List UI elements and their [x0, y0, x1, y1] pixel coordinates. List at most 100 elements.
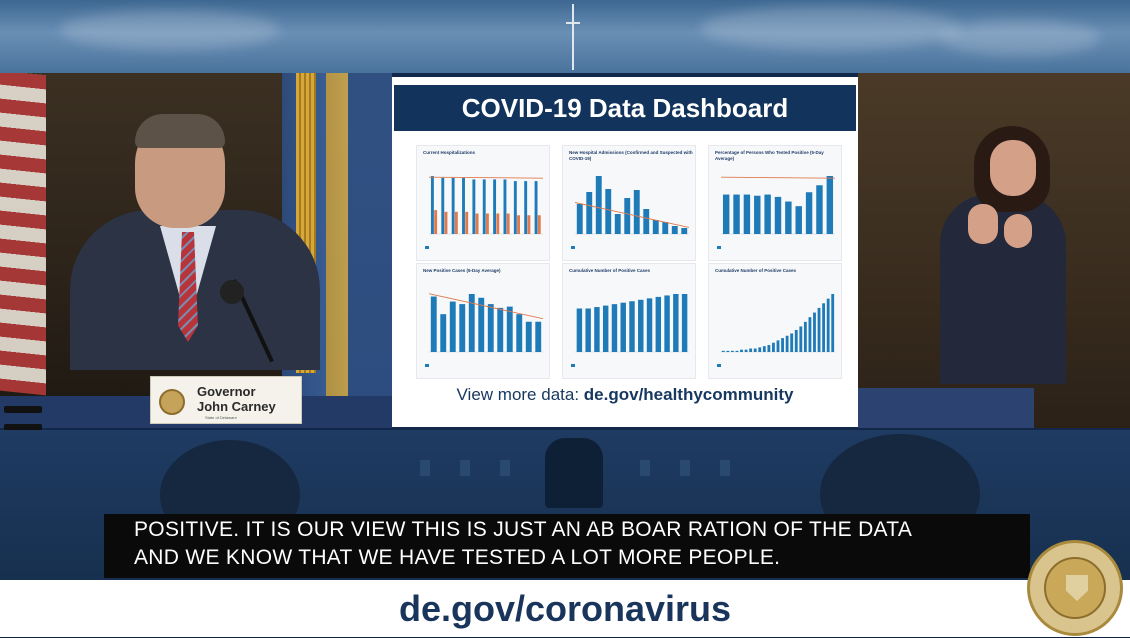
footer-url[interactable]: de.gov/coronavirus — [398, 588, 732, 629]
chart-bar — [662, 222, 669, 234]
delaware-state-seal-icon — [1027, 540, 1123, 636]
name-card-subtitle: State of Delaware — [205, 415, 237, 420]
slide-footer: View more data: de.gov/healthycommunity — [392, 385, 858, 405]
chart-legend-swatch — [717, 364, 721, 367]
chart-bar — [826, 298, 830, 352]
chart-bar — [754, 195, 761, 234]
governor-tie — [178, 232, 198, 342]
chart-bar — [585, 308, 591, 352]
chart-trend-line — [720, 176, 836, 179]
chart-bar — [681, 228, 688, 234]
us-flag — [0, 73, 46, 396]
chart-bar — [767, 345, 771, 352]
chart-bar — [758, 347, 762, 352]
chart-bar — [816, 185, 823, 234]
chart-bar — [516, 314, 523, 352]
chart-bar — [629, 301, 635, 352]
chart-bar — [478, 297, 485, 352]
chart-bar-secondary — [454, 211, 458, 234]
chart-bar — [586, 192, 593, 234]
governor-hair — [135, 114, 225, 148]
statue — [545, 438, 603, 508]
chart-title: Current Hospitalizations — [423, 150, 476, 155]
chart-bar — [487, 304, 494, 352]
chart-bar — [785, 335, 789, 352]
cloud — [700, 6, 960, 50]
chart-card: New Hospital Admissions (Confirmed and S… — [562, 145, 696, 261]
sky-background — [0, 0, 1130, 73]
interpreter-table — [858, 388, 1034, 428]
chart-bar — [803, 321, 807, 352]
footer-prefix: View more data: — [456, 385, 580, 404]
chart-bar — [595, 176, 602, 234]
chart-bar — [643, 209, 650, 234]
chart-plot — [571, 176, 690, 249]
chart-bar — [785, 201, 792, 234]
chart-card: Current Hospitalizations — [416, 145, 550, 261]
chart-bar — [721, 350, 725, 352]
caption-line-2: AND WE KNOW THAT WE HAVE TESTED A LOT MO… — [134, 546, 781, 569]
chart-bar — [753, 348, 757, 352]
chart-trend-line — [574, 202, 690, 228]
bottom-bar: de.gov/coronavirus — [0, 580, 1130, 637]
closed-caption: POSITIVE. IT IS OUR VIEW THIS IS JUST AN… — [104, 514, 1030, 578]
chart-bar — [462, 177, 465, 234]
chart-bar-secondary — [517, 215, 520, 234]
chart-bar-secondary — [537, 215, 541, 234]
chart-bar-secondary — [527, 215, 531, 234]
chart-bar — [735, 350, 739, 352]
state-seal-icon — [159, 389, 185, 415]
interpreter-hand — [1004, 214, 1032, 248]
phones-on-table — [4, 400, 90, 431]
chart-bar — [614, 214, 621, 234]
chart-bar — [813, 312, 816, 352]
chart-bar — [611, 304, 618, 352]
window — [500, 460, 510, 476]
chart-bar — [497, 307, 504, 352]
chart-bar — [524, 181, 528, 234]
chart-trend-line — [428, 293, 544, 320]
chart-bar — [826, 176, 834, 234]
caption-line-1: POSITIVE. IT IS OUR VIEW THIS IS JUST AN… — [134, 518, 913, 541]
chart-plot — [717, 294, 835, 367]
chart-card: Percentage of Persons Who Tested Positiv… — [708, 145, 842, 261]
chart-bar — [776, 340, 780, 352]
weather-vane — [566, 4, 580, 70]
chart-bar-secondary — [475, 213, 479, 234]
chart-bar — [743, 194, 751, 234]
chart-card: New Positive Cases (5-Day Average) — [416, 263, 550, 379]
chart-bar — [472, 179, 476, 234]
chart-card: Cumulative Number of Positive Cases — [708, 263, 842, 379]
chart-bar — [730, 350, 734, 352]
chart-bar — [808, 317, 812, 352]
interpreter-face — [990, 140, 1036, 196]
name-card: Governor John Carney State of Delaware — [150, 376, 302, 424]
chart-legend-swatch — [425, 364, 429, 367]
chart-bar — [740, 349, 743, 352]
chart-bar-secondary — [496, 213, 500, 234]
chart-legend-swatch — [717, 246, 721, 249]
chart-bar — [451, 177, 455, 234]
slide-title: COVID-19 Data Dashboard — [394, 85, 856, 131]
chart-bar — [430, 176, 434, 234]
chart-bar — [733, 194, 740, 234]
chart-bar — [664, 295, 670, 352]
chart-bar — [576, 204, 583, 234]
chart-bar — [764, 194, 771, 234]
seal-shield-icon — [1066, 575, 1088, 601]
chart-bar — [493, 179, 497, 234]
microphone-icon — [220, 280, 244, 304]
chart-bar — [638, 299, 644, 352]
chart-bar — [795, 206, 802, 234]
chart-bar — [681, 294, 688, 352]
window — [420, 460, 430, 476]
chart-bar — [620, 302, 626, 352]
chart-bar — [646, 298, 653, 352]
chart-bar — [781, 338, 784, 352]
chart-plot — [425, 176, 544, 249]
chart-bar — [671, 226, 678, 234]
dashboard-slide: COVID-19 Data Dashboard Current Hospital… — [392, 77, 858, 427]
chart-bar — [605, 189, 612, 234]
footer-link[interactable]: de.gov/healthycommunity — [583, 385, 794, 404]
chart-legend-swatch — [571, 246, 575, 249]
